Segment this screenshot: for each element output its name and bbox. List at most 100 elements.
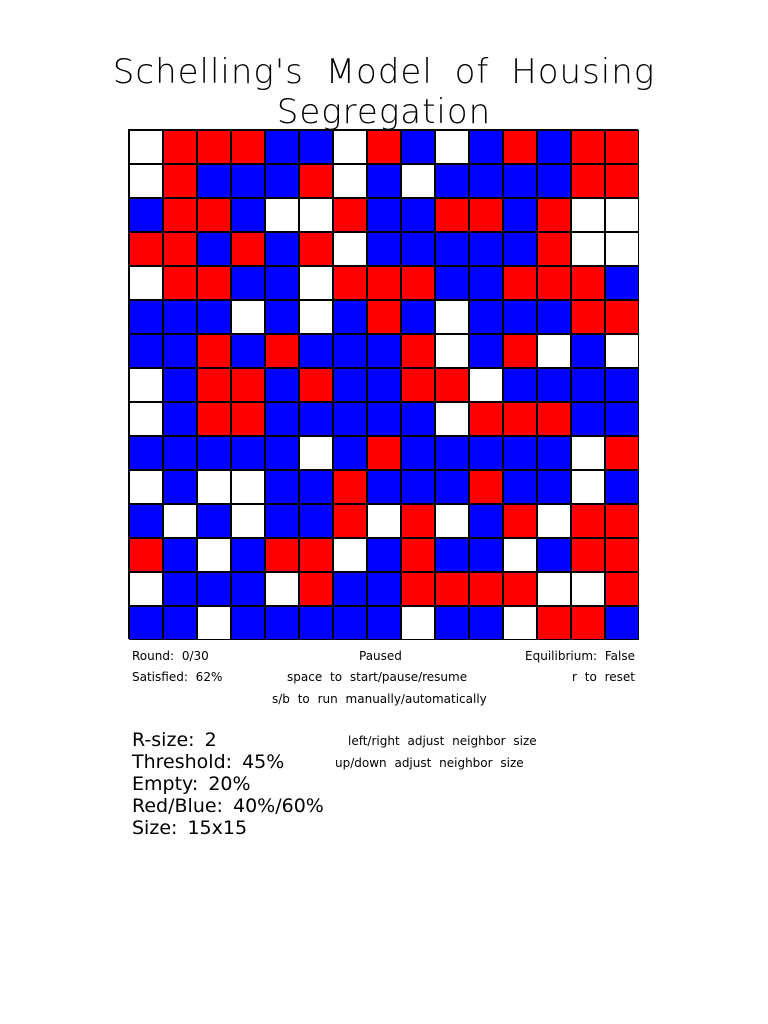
blue-cell [129,198,163,232]
blue-cell [163,538,197,572]
blue-cell [231,572,265,606]
red-cell [333,198,367,232]
blue-cell [503,436,537,470]
red-cell [605,572,639,606]
empty-cell [333,164,367,198]
red-cell [537,402,571,436]
empty-cell [129,130,163,164]
empty-cell [469,368,503,402]
empty-cell [129,266,163,300]
blue-cell [163,606,197,640]
blue-cell [469,504,503,538]
blue-cell [435,538,469,572]
blue-cell [265,266,299,300]
red-cell [197,368,231,402]
blue-cell [299,606,333,640]
round-counter: Round: 0/30 [132,649,209,663]
blue-cell [401,198,435,232]
empty-cell [129,470,163,504]
blue-cell [503,198,537,232]
red-cell [571,504,605,538]
red-cell [333,470,367,504]
empty-cell [605,334,639,368]
red-cell [299,232,333,266]
blue-cell [367,606,401,640]
empty-cell [401,164,435,198]
empty-cell [435,504,469,538]
empty-cell [129,572,163,606]
empty-cell [129,402,163,436]
blue-cell [265,436,299,470]
blue-cell [231,198,265,232]
blue-cell [401,402,435,436]
blue-cell [537,130,571,164]
blue-cell [129,436,163,470]
red-cell [401,538,435,572]
red-cell [503,572,537,606]
blue-cell [367,538,401,572]
blue-cell [299,334,333,368]
red-cell [163,232,197,266]
blue-cell [299,470,333,504]
blue-cell [333,572,367,606]
red-cell [265,538,299,572]
empty-cell [333,130,367,164]
empty-cell [129,368,163,402]
red-cell [231,368,265,402]
empty-cell [571,198,605,232]
blue-cell [469,300,503,334]
red-cell [231,130,265,164]
blue-cell [367,334,401,368]
blue-cell [605,368,639,402]
red-cell [299,572,333,606]
blue-cell [469,334,503,368]
blue-cell [537,436,571,470]
empty-cell [231,300,265,334]
blue-cell [265,606,299,640]
blue-cell [367,368,401,402]
red-cell [197,198,231,232]
blue-cell [401,470,435,504]
blue-cell [435,164,469,198]
empty-cell [129,164,163,198]
red-cell [537,266,571,300]
blue-cell [537,470,571,504]
blue-cell [265,402,299,436]
red-cell [605,436,639,470]
blue-cell [163,300,197,334]
empty-cell [435,300,469,334]
equilibrium-status: Equilibrium: False [525,649,635,663]
red-cell [333,266,367,300]
blue-cell [401,232,435,266]
red-cell [435,368,469,402]
red-cell [231,232,265,266]
blue-cell [469,164,503,198]
blue-cell [265,232,299,266]
empty-param: Empty: 20% [132,773,251,795]
blue-cell [605,606,639,640]
empty-cell [197,606,231,640]
red-cell [537,232,571,266]
blue-cell [299,504,333,538]
blue-cell [231,334,265,368]
red-cell [503,504,537,538]
red-cell [435,198,469,232]
blue-cell [435,266,469,300]
blue-cell [469,232,503,266]
ratio-param: Red/Blue: 40%/60% [132,795,324,817]
blue-cell [163,402,197,436]
red-cell [503,266,537,300]
red-cell [333,504,367,538]
blue-cell [435,606,469,640]
red-cell [367,300,401,334]
housing-grid[interactable] [128,129,639,640]
red-cell [571,606,605,640]
empty-cell [197,470,231,504]
blue-cell [401,300,435,334]
blue-cell [265,504,299,538]
blue-cell [197,504,231,538]
red-cell [605,300,639,334]
blue-cell [435,436,469,470]
blue-cell [333,334,367,368]
empty-cell [333,232,367,266]
